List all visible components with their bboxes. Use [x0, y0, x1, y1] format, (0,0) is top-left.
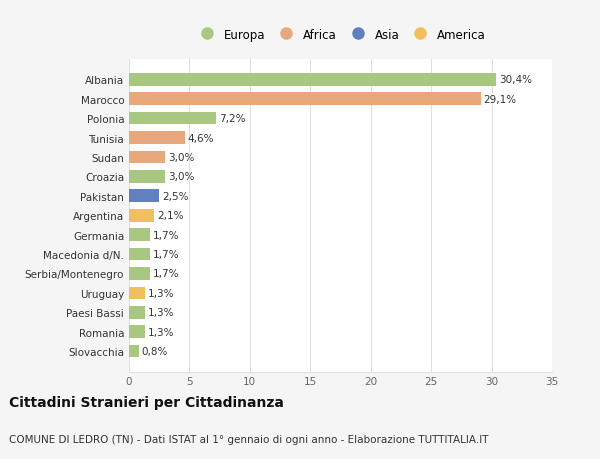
Text: 1,3%: 1,3% [148, 308, 174, 318]
Bar [129, 93, 481, 106]
Text: 1,3%: 1,3% [148, 327, 174, 337]
Bar [129, 229, 149, 241]
Bar [129, 190, 159, 203]
Bar [129, 132, 185, 145]
Bar [129, 151, 165, 164]
Bar [129, 248, 149, 261]
Text: 1,7%: 1,7% [152, 269, 179, 279]
Text: 30,4%: 30,4% [499, 75, 532, 85]
Text: 2,1%: 2,1% [157, 211, 184, 221]
Text: 29,1%: 29,1% [484, 95, 517, 105]
Text: 1,7%: 1,7% [152, 230, 179, 240]
Text: 3,0%: 3,0% [168, 172, 194, 182]
Bar [129, 325, 145, 338]
Text: 2,5%: 2,5% [162, 191, 189, 202]
Text: 1,3%: 1,3% [148, 288, 174, 298]
Text: 1,7%: 1,7% [152, 250, 179, 259]
Text: COMUNE DI LEDRO (TN) - Dati ISTAT al 1° gennaio di ogni anno - Elaborazione TUTT: COMUNE DI LEDRO (TN) - Dati ISTAT al 1° … [9, 434, 488, 443]
Bar [129, 74, 496, 86]
Bar [129, 112, 216, 125]
Bar [129, 171, 165, 183]
Bar [129, 268, 149, 280]
Bar [129, 209, 154, 222]
Legend: Europa, Africa, Asia, America: Europa, Africa, Asia, America [192, 25, 489, 45]
Bar [129, 306, 145, 319]
Text: 4,6%: 4,6% [188, 133, 214, 143]
Bar [129, 287, 145, 300]
Text: 3,0%: 3,0% [168, 153, 194, 162]
Text: 7,2%: 7,2% [219, 114, 245, 124]
Text: 0,8%: 0,8% [142, 347, 168, 356]
Bar [129, 345, 139, 358]
Text: Cittadini Stranieri per Cittadinanza: Cittadini Stranieri per Cittadinanza [9, 395, 284, 409]
